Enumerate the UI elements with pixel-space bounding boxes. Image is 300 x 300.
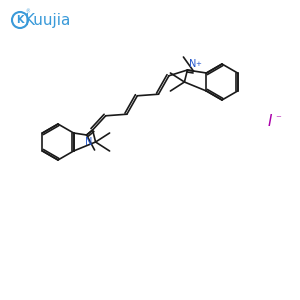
Text: ®: ®: [26, 10, 30, 14]
Text: ⁻: ⁻: [275, 114, 281, 124]
Text: N: N: [189, 59, 196, 69]
Text: I: I: [268, 115, 272, 130]
Text: Kuujia: Kuujia: [25, 13, 71, 28]
Text: K: K: [16, 15, 24, 25]
Text: +: +: [196, 61, 201, 67]
Text: N: N: [85, 137, 92, 147]
